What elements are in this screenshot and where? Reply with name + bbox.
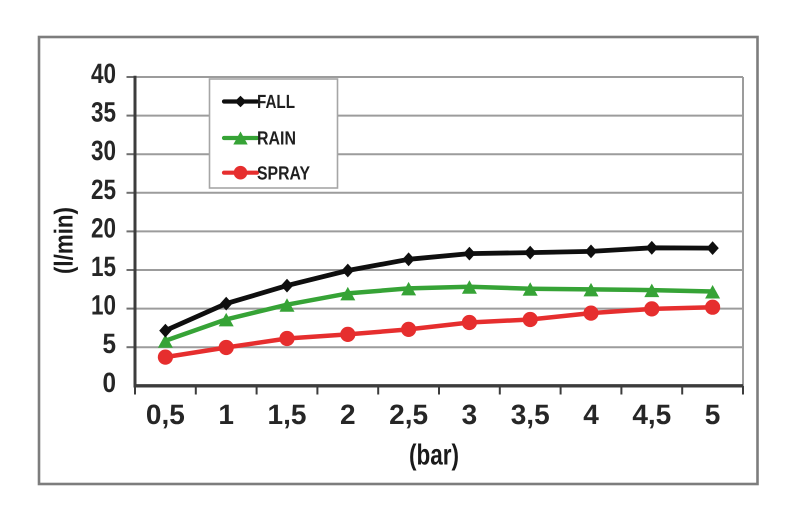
svg-text:0,5: 0,5 [146, 399, 185, 430]
svg-text:5: 5 [103, 328, 117, 359]
svg-text:3,5: 3,5 [511, 399, 550, 430]
svg-text:FALL: FALL [257, 92, 295, 113]
svg-text:0: 0 [103, 367, 117, 398]
svg-text:25: 25 [91, 174, 116, 205]
svg-text:1: 1 [218, 399, 234, 430]
svg-text:40: 40 [91, 58, 116, 89]
svg-text:2: 2 [340, 399, 356, 430]
svg-text:2,5: 2,5 [389, 399, 428, 430]
svg-text:RAIN: RAIN [257, 129, 296, 150]
svg-text:1,5: 1,5 [268, 399, 307, 430]
svg-text:15: 15 [91, 251, 116, 282]
svg-text:20: 20 [91, 212, 116, 243]
svg-text:30: 30 [91, 135, 116, 166]
svg-text:4,5: 4,5 [632, 399, 671, 430]
svg-text:3: 3 [462, 399, 478, 430]
svg-text:35: 35 [91, 97, 116, 128]
svg-text:4: 4 [583, 399, 599, 430]
svg-text:(l/min): (l/min) [49, 207, 79, 274]
svg-text:SPRAY: SPRAY [257, 163, 310, 184]
svg-text:10: 10 [91, 290, 116, 321]
svg-text:5: 5 [705, 399, 721, 430]
svg-text:(bar): (bar) [409, 440, 459, 472]
